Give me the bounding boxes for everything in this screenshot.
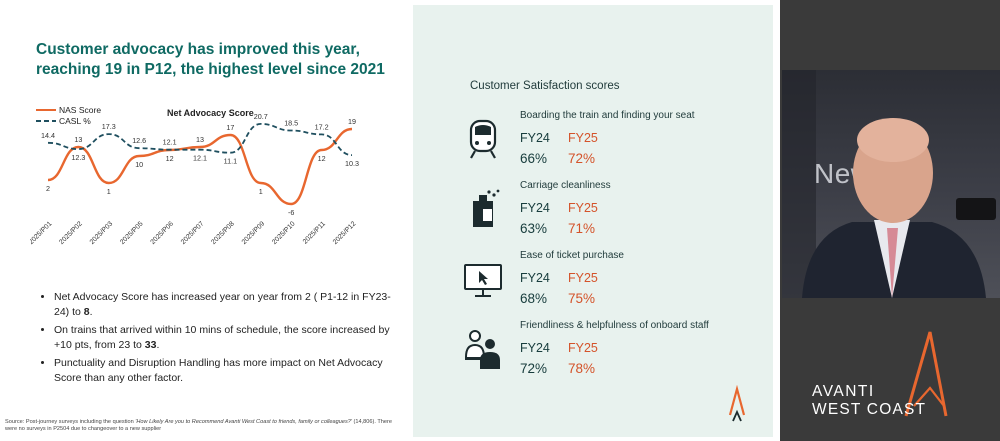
- x-tick-label: 2025/P06: [149, 220, 175, 246]
- cleaning-icon: [473, 189, 500, 227]
- bullet-item: Punctuality and Disruption Handling has …: [54, 356, 398, 385]
- data-label: 19: [348, 117, 356, 126]
- x-tick-label: 2025/P05: [119, 220, 145, 246]
- source-note: Source: Post-journey surveys including t…: [5, 419, 392, 432]
- data-label: 17.3: [102, 122, 116, 131]
- cs-item-ticket: Ease of ticket purchase FY24 FY25 68% 75…: [463, 250, 763, 320]
- presenter-video: New: [782, 70, 1000, 298]
- data-label: 12.6: [132, 136, 146, 145]
- cs-item-cleanliness: Carriage cleanliness FY24 FY25 63% 71%: [463, 180, 763, 250]
- panel-title: Customer Satisfaction scores: [470, 80, 620, 92]
- x-tick-label: 2025/P10: [271, 220, 297, 246]
- fy24-value: 63%: [520, 221, 548, 236]
- data-label: -6: [288, 208, 294, 217]
- x-tick-label: 2025/P11: [302, 220, 327, 245]
- data-label: 10: [135, 160, 143, 169]
- cs-title: Carriage cleanliness: [520, 180, 611, 191]
- x-tick-label: 2025/P08: [210, 220, 236, 246]
- bullet-list: Net Advocacy Score has increased year on…: [38, 290, 398, 389]
- fy25-label: FY25: [568, 201, 598, 215]
- bullet-item: Net Advocacy Score has increased year on…: [54, 290, 398, 319]
- x-tick-label: 2025/P09: [241, 220, 267, 246]
- train-icon: [469, 119, 497, 159]
- data-label: 12.1: [163, 138, 177, 147]
- fy24-value: 68%: [520, 291, 548, 306]
- x-tick-label: 2025/P01: [30, 220, 54, 246]
- brand-name-line2: WEST COAST: [812, 401, 927, 418]
- fy25-label: FY25: [568, 341, 598, 355]
- cs-title: Ease of ticket purchase: [520, 250, 624, 261]
- slide-headline: Customer advocacy has improved this year…: [36, 41, 385, 78]
- data-label: 12.3: [71, 153, 85, 162]
- data-label: 12.1: [193, 154, 207, 163]
- fy25-label: FY25: [568, 271, 598, 285]
- data-label: 2: [46, 184, 50, 193]
- data-label: 20.7: [254, 112, 268, 121]
- avanti-logo-icon: [728, 385, 746, 422]
- data-label: 17.2: [315, 122, 329, 131]
- data-label: 13: [74, 135, 82, 144]
- fy25-label: FY25: [568, 131, 598, 145]
- fy24-label: FY24: [520, 341, 550, 355]
- fy24-label: FY24: [520, 271, 550, 285]
- x-tick-label: 2025/P03: [89, 220, 115, 246]
- computer-icon: [464, 264, 502, 297]
- fy24-value: 72%: [520, 361, 548, 376]
- bullet-item: On trains that arrived within 10 mins of…: [54, 323, 398, 352]
- cs-item-boarding: Boarding the train and finding your seat…: [463, 110, 763, 180]
- legend-label: NAS Score: [59, 105, 101, 115]
- nas-chart: NAS Score CASL % Net Advocacy Score 2 13 1 10 1…: [30, 100, 370, 275]
- data-label: 18.5: [284, 119, 298, 128]
- x-tick-label: 2025/P12: [332, 220, 358, 246]
- data-label: 1: [259, 187, 263, 196]
- presenter-silhouette: [782, 70, 996, 298]
- fy24-label: FY24: [520, 201, 550, 215]
- x-tick-label: 2025/P02: [58, 220, 84, 246]
- avanti-brand-mark-icon: [904, 331, 948, 417]
- satisfaction-panel: Customer Satisfaction scores Boarding th…: [413, 5, 773, 437]
- cs-title: Boarding the train and finding your seat: [520, 110, 695, 121]
- chart-title: Net Advocacy Score: [167, 108, 254, 118]
- cs-title: Friendliness & helpfulness of onboard st…: [520, 320, 709, 331]
- fy25-value: 75%: [568, 291, 596, 306]
- fy25-value: 71%: [568, 221, 596, 236]
- fy24-value: 66%: [520, 151, 548, 166]
- fy25-value: 78%: [568, 361, 596, 376]
- staff-icon: [465, 330, 500, 369]
- fy25-value: 72%: [568, 151, 596, 166]
- data-label: 10.3: [345, 159, 359, 168]
- data-label: 11.1: [224, 157, 237, 166]
- data-label: 1: [107, 187, 111, 196]
- brand-name-line1: AVANTI: [812, 383, 875, 400]
- data-label: 12: [318, 154, 326, 163]
- data-label: 14.4: [41, 131, 55, 140]
- data-label: 13: [196, 135, 204, 144]
- fy24-label: FY24: [520, 131, 550, 145]
- legend-label: CASL %: [59, 116, 91, 126]
- data-label: 12: [166, 154, 174, 163]
- data-label: 17: [226, 123, 234, 132]
- cs-item-staff: Friendliness & helpfulness of onboard st…: [463, 320, 763, 390]
- x-tick-label: 2025/P07: [180, 220, 206, 246]
